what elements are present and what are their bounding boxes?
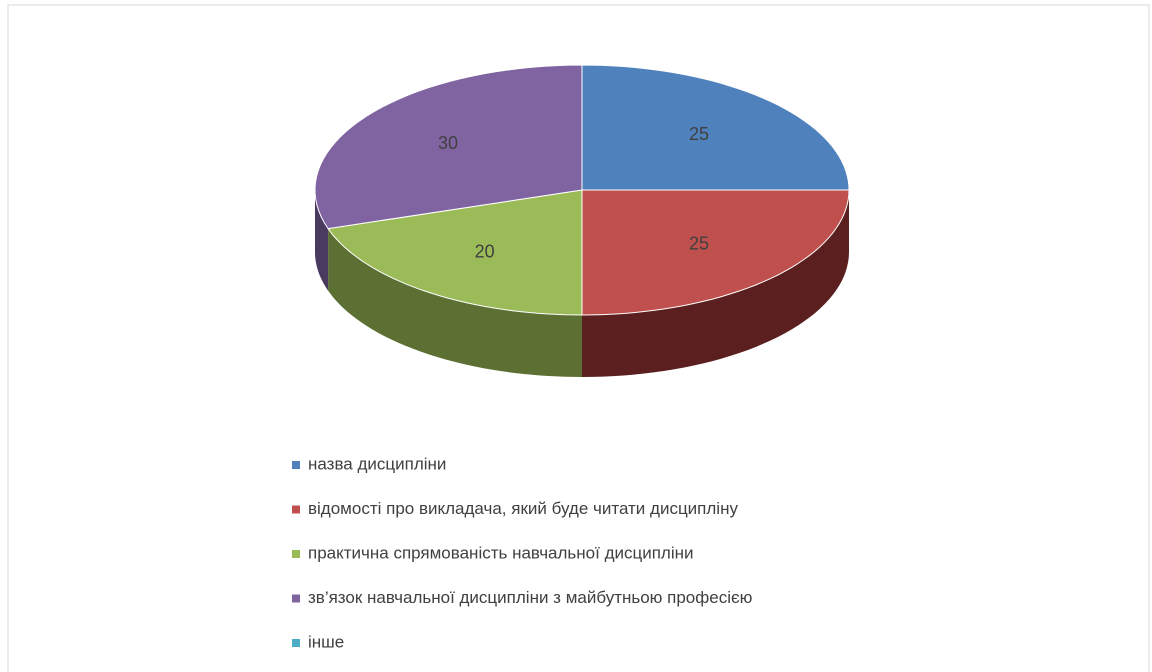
data-label: 30 — [438, 133, 458, 153]
legend-swatch — [292, 594, 300, 603]
pie-slice — [314, 64, 583, 230]
legend-swatch — [292, 505, 300, 514]
legend-swatch — [292, 639, 300, 647]
data-label: 25 — [689, 124, 709, 144]
data-label: 20 — [475, 241, 495, 261]
pie-side — [328, 228, 582, 377]
pie-side — [582, 190, 849, 377]
pie-slice — [581, 189, 850, 316]
legend-label: практична спрямованість навчальної дисци… — [308, 543, 694, 562]
legend-swatch — [292, 550, 300, 558]
data-label: 25 — [689, 234, 709, 254]
legend-label: назва дисципліни — [308, 454, 446, 473]
legend-swatch — [292, 461, 300, 469]
legend-label: відомості про викладача, який буде читат… — [308, 499, 738, 518]
legend-label: зв’язок навчальної дисципліни з майбутнь… — [308, 588, 753, 607]
legend-label: інше — [308, 632, 344, 651]
pie-side — [315, 190, 329, 291]
pie-slice — [581, 64, 850, 191]
pie-slice — [327, 189, 583, 316]
